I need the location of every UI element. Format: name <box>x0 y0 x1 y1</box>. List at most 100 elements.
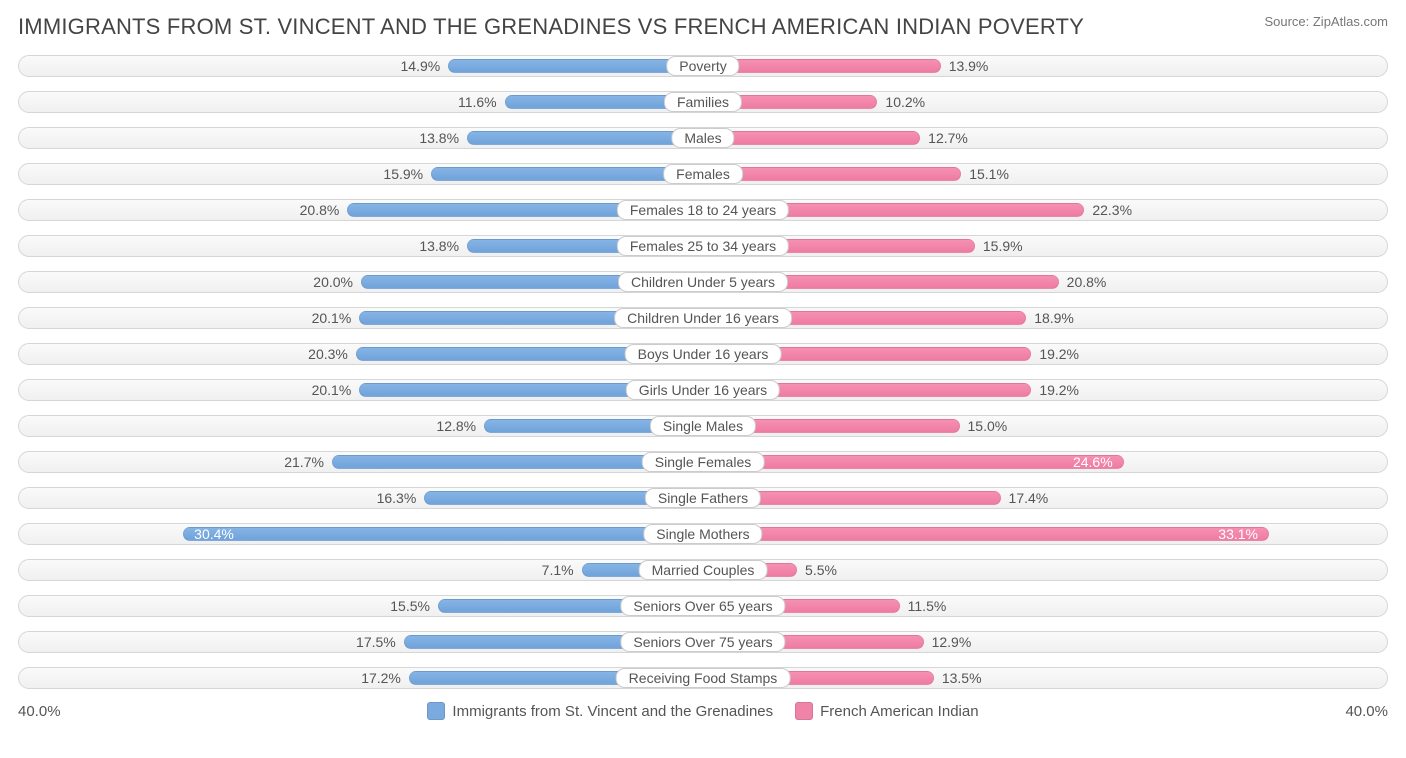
category-pill: Seniors Over 65 years <box>620 596 785 616</box>
value-left: 17.5% <box>348 634 404 650</box>
category-pill: Seniors Over 75 years <box>620 632 785 652</box>
chart-track: 30.4% 33.1% Single Mothers <box>18 523 1388 545</box>
chart-row: 21.7% 24.6% Single Females <box>18 444 1388 480</box>
value-left: 20.0% <box>305 274 361 290</box>
chart-row: 20.3% 19.2% Boys Under 16 years <box>18 336 1388 372</box>
chart-row: 16.3% 17.4% Single Fathers <box>18 480 1388 516</box>
value-left: 15.9% <box>375 166 431 182</box>
chart-track: 13.8% 15.9% Females 25 to 34 years <box>18 235 1388 257</box>
value-left: 30.4% <box>184 526 244 542</box>
category-pill: Females 18 to 24 years <box>617 200 789 220</box>
legend-swatch-right <box>795 702 813 720</box>
value-right: 12.9% <box>924 634 980 650</box>
chart-track: 13.8% 12.7% Males <box>18 127 1388 149</box>
value-left: 20.8% <box>292 202 348 218</box>
value-right: 33.1% <box>1208 526 1268 542</box>
legend-item-left: Immigrants from St. Vincent and the Gren… <box>427 702 773 720</box>
chart-track: 14.9%13.9%Poverty <box>18 55 1388 77</box>
axis-left-label: 40.0% <box>18 703 61 720</box>
value-right: 18.9% <box>1026 310 1082 326</box>
value-right: 12.7% <box>920 130 976 146</box>
chart-track: 20.0% 20.8% Children Under 5 years <box>18 271 1388 293</box>
butterfly-chart: 14.9%13.9%Poverty11.6%10.2%Families13.8%… <box>18 48 1388 696</box>
value-left: 17.2% <box>353 670 409 686</box>
value-right: 15.9% <box>975 238 1031 254</box>
chart-row: 20.8% 22.3% Females 18 to 24 years <box>18 192 1388 228</box>
value-right: 5.5% <box>797 562 845 578</box>
value-left: 14.9% <box>393 58 449 74</box>
category-pill: Single Females <box>642 452 765 472</box>
chart-row: 15.5% 11.5% Seniors Over 65 years <box>18 588 1388 624</box>
category-pill: Boys Under 16 years <box>625 344 782 364</box>
chart-title: IMMIGRANTS FROM ST. VINCENT AND THE GREN… <box>18 14 1084 40</box>
category-pill: Receiving Food Stamps <box>616 668 791 688</box>
value-right: 24.6% <box>1063 454 1123 470</box>
chart-row: 17.2% 13.5% Receiving Food Stamps <box>18 660 1388 696</box>
value-right: 19.2% <box>1031 346 1087 362</box>
bar-left <box>448 59 703 73</box>
bar-right: 24.6% <box>703 455 1124 469</box>
category-pill: Females 25 to 34 years <box>617 236 789 256</box>
category-pill: Girls Under 16 years <box>626 380 780 400</box>
chart-row: 30.4% 33.1% Single Mothers <box>18 516 1388 552</box>
category-pill: Children Under 5 years <box>618 272 788 292</box>
chart-track: 7.1% 5.5% Married Couples <box>18 559 1388 581</box>
value-right: 11.5% <box>900 598 955 614</box>
category-pill: Single Males <box>650 416 756 436</box>
chart-track: 20.1% 18.9% Children Under 16 years <box>18 307 1388 329</box>
value-right: 13.9% <box>941 58 997 74</box>
category-pill: Single Fathers <box>645 488 761 508</box>
chart-row: 20.1% 18.9% Children Under 16 years <box>18 300 1388 336</box>
value-right: 19.2% <box>1031 382 1087 398</box>
category-pill: Single Mothers <box>643 524 762 544</box>
value-left: 11.6% <box>450 94 505 110</box>
category-pill: Married Couples <box>639 560 768 580</box>
chart-row: 20.1% 19.2% Girls Under 16 years <box>18 372 1388 408</box>
value-left: 15.5% <box>382 598 438 614</box>
chart-track: 20.1% 19.2% Girls Under 16 years <box>18 379 1388 401</box>
chart-track: 17.5% 12.9% Seniors Over 75 years <box>18 631 1388 653</box>
legend-label-right: French American Indian <box>820 703 978 720</box>
value-right: 20.8% <box>1059 274 1115 290</box>
value-left: 12.8% <box>428 418 484 434</box>
category-pill: Families <box>664 92 742 112</box>
value-right: 15.1% <box>961 166 1017 182</box>
bar-left <box>467 131 703 145</box>
value-right: 22.3% <box>1084 202 1140 218</box>
value-left: 16.3% <box>369 490 425 506</box>
value-left: 21.7% <box>276 454 332 470</box>
chart-track: 20.8% 22.3% Females 18 to 24 years <box>18 199 1388 221</box>
chart-row: 17.5% 12.9% Seniors Over 75 years <box>18 624 1388 660</box>
category-pill: Children Under 16 years <box>614 308 792 328</box>
chart-track: 17.2% 13.5% Receiving Food Stamps <box>18 667 1388 689</box>
category-pill: Females <box>663 164 743 184</box>
value-left: 13.8% <box>411 238 467 254</box>
value-left: 13.8% <box>411 130 467 146</box>
legend-label-left: Immigrants from St. Vincent and the Gren… <box>452 703 773 720</box>
chart-row: 12.8% 15.0% Single Males <box>18 408 1388 444</box>
value-left: 20.1% <box>304 382 360 398</box>
bar-right: 33.1% <box>703 527 1269 541</box>
value-right: 13.5% <box>934 670 990 686</box>
chart-row: 13.8% 12.7% Males <box>18 120 1388 156</box>
category-pill: Males <box>671 128 734 148</box>
value-left: 20.1% <box>304 310 360 326</box>
chart-track: 15.9% 15.1% Females <box>18 163 1388 185</box>
legend: Immigrants from St. Vincent and the Gren… <box>427 702 978 720</box>
value-right: 15.0% <box>960 418 1016 434</box>
chart-track: 21.7% 24.6% Single Females <box>18 451 1388 473</box>
value-right: 10.2% <box>877 94 933 110</box>
bar-left: 30.4% <box>183 527 703 541</box>
value-right: 17.4% <box>1001 490 1057 506</box>
axis-right-label: 40.0% <box>1345 703 1388 720</box>
value-left: 7.1% <box>534 562 582 578</box>
chart-source: Source: ZipAtlas.com <box>1264 14 1388 29</box>
legend-swatch-left <box>427 702 445 720</box>
chart-row: 15.9% 15.1% Females <box>18 156 1388 192</box>
chart-track: 12.8% 15.0% Single Males <box>18 415 1388 437</box>
chart-row: 11.6% 10.2% Families <box>18 84 1388 120</box>
chart-track: 16.3% 17.4% Single Fathers <box>18 487 1388 509</box>
chart-row: 7.1% 5.5% Married Couples <box>18 552 1388 588</box>
value-left: 20.3% <box>300 346 356 362</box>
chart-track: 20.3% 19.2% Boys Under 16 years <box>18 343 1388 365</box>
